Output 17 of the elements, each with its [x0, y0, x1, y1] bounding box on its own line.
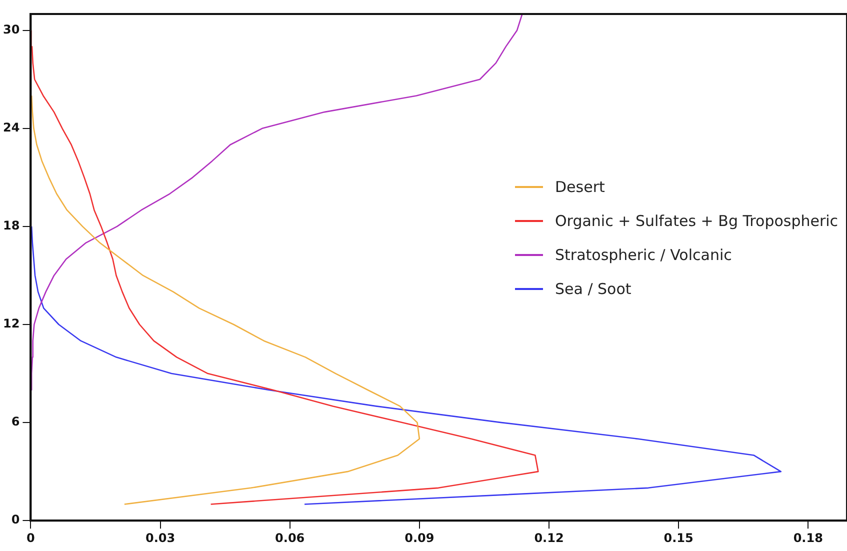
legend-label: Sea / Soot	[555, 280, 632, 298]
y-tick-label: 12	[2, 316, 20, 331]
x-tick-label: 0.03	[145, 530, 176, 545]
x-tick-label: 0	[26, 530, 35, 545]
x-tick-label: 0.18	[793, 530, 823, 545]
x-tick-label: 0.06	[275, 530, 305, 545]
y-tick-label: 30	[2, 22, 20, 36]
x-tick-label: 0.15	[664, 530, 694, 545]
y-tick-label: 6	[11, 414, 20, 429]
x-tick-label: 0.09	[404, 530, 434, 545]
y-tick-label: 0	[11, 512, 20, 527]
legend-label: Desert	[555, 178, 605, 196]
x-tick-label: 0.12	[534, 530, 564, 545]
y-tick-label: 18	[2, 218, 20, 233]
y-tick-label: 24	[2, 120, 20, 135]
legend-label: Organic + Sulfates + Bg Tropospheric	[555, 212, 838, 230]
legend-label: Stratospheric / Volcanic	[555, 246, 732, 264]
